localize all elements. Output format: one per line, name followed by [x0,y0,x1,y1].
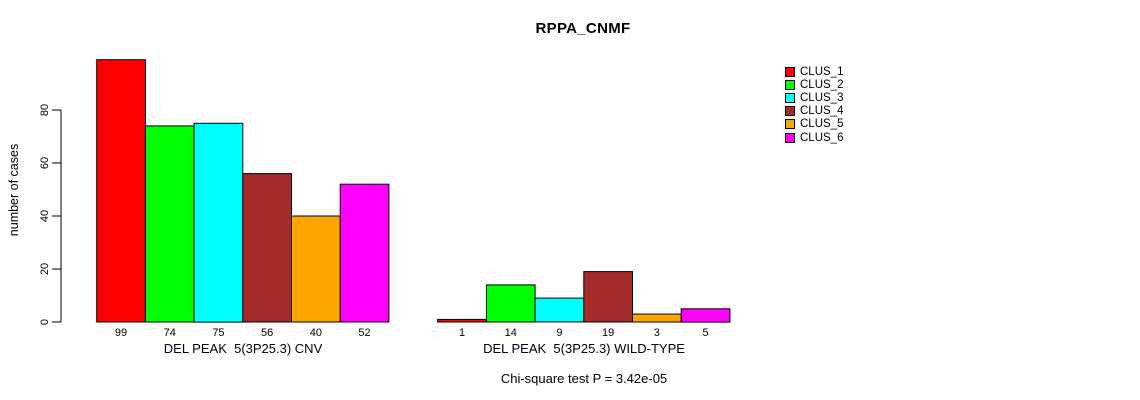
y-tick-label: 20 [39,262,51,276]
y-tick-label: 60 [39,156,51,170]
legend-label: CLUS_5 [800,118,844,131]
bar-clus_4 [242,173,293,323]
x-axis-group-label-wildtype: DEL PEAK 5(3P25.3) WILD-TYPE [483,341,685,356]
legend-item-clus_4: CLUS_4 [785,105,843,118]
legend-item-clus_1: CLUS_1 [785,65,843,78]
legend-label: CLUS_1 [800,65,844,78]
bar-clus_5 [632,313,682,323]
bar-value-label: 40 [309,327,322,339]
bar-clus_1 [437,318,487,323]
x-axis-group-label-cnv: DEL PEAK 5(3P25.3) CNV [163,341,323,356]
legend-item-clus_2: CLUS_2 [785,78,843,91]
bar-value-label: 19 [602,327,615,339]
bar-clus_2 [144,125,195,323]
bar-clus_5 [291,215,341,323]
legend-swatch-icon [785,66,795,77]
legend-item-clus_3: CLUS_3 [785,91,843,104]
legend-item-clus_5: CLUS_5 [785,118,843,131]
bar-clus_4 [583,271,633,323]
legend-swatch-icon [785,79,795,90]
legend-swatch-icon [785,92,795,103]
legend-label: CLUS_4 [800,105,844,118]
chart-title: RPPA_CNMF [535,20,631,37]
y-tick-label: 40 [39,209,51,223]
bar-value-label: 52 [358,327,371,339]
legend-label: CLUS_3 [800,91,844,104]
y-tick-label: 0 [39,318,51,326]
bar-value-label: 56 [261,327,274,339]
legend-label: CLUS_2 [800,78,844,91]
bar-clus_6 [680,308,731,323]
bar-value-label: 9 [556,327,563,339]
bar-value-label: 3 [653,327,660,339]
legend-item-clus_6: CLUS_6 [785,131,843,144]
bar-clus_3 [193,122,244,323]
bar-value-label: 75 [212,327,225,339]
legend-swatch-icon [785,132,795,143]
bar-value-label: 74 [163,327,176,339]
bar-clus_3 [534,297,585,323]
legend: CLUS_1 CLUS_2 CLUS_3 CLUS_4 CLUS_5 CLUS_6 [785,65,843,144]
chi-square-annotation: Chi-square test P = 3.42e-05 [500,371,668,386]
y-tick-label: 80 [39,103,51,117]
bar-clus_6 [339,183,390,323]
bar-clus_2 [485,284,536,323]
legend-swatch-icon [785,119,795,130]
bar-value-label: 5 [702,327,709,339]
legend-label: CLUS_6 [800,131,844,144]
legend-swatch-icon [785,106,795,117]
bar-value-label: 14 [504,327,517,339]
bar-clus_1 [96,59,146,323]
bar-value-label: 99 [114,327,128,339]
bar-value-label: 1 [458,327,466,339]
